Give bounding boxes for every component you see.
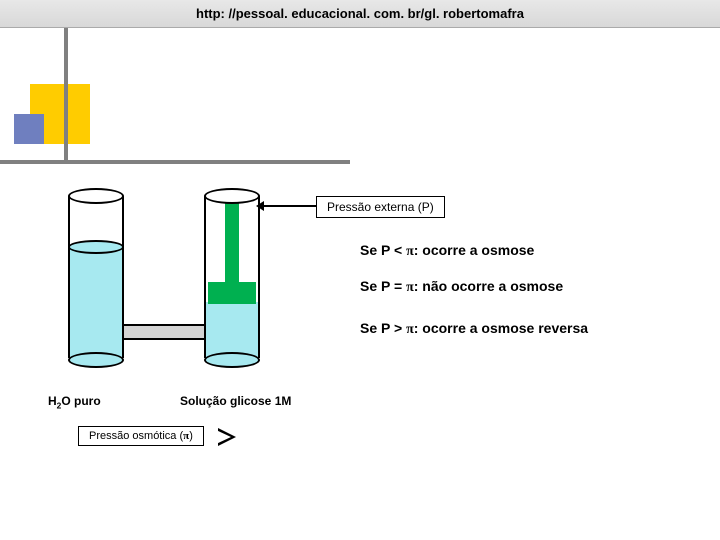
rule2-post: : não ocorre a osmose: [414, 278, 563, 294]
connector-tube: [120, 324, 208, 340]
cylinder-left-bottom: [68, 352, 124, 368]
cylinder-right-water: [204, 302, 260, 358]
pi-1: π: [406, 244, 414, 259]
osmotic-text: Pressão osmótica (: [89, 430, 183, 442]
rule3-pre: Se P >: [360, 320, 406, 336]
cylinder-right-bottom: [204, 352, 260, 368]
rule2-pre: Se P =: [360, 278, 406, 294]
callout-osmotic-pointer-fill: [216, 430, 231, 444]
cylinder-right-top: [204, 188, 260, 204]
label-solution: Solução glicose 1M: [180, 394, 291, 408]
rule1-pre: Se P <: [360, 242, 406, 258]
rule1-post: : ocorre a osmose: [414, 242, 535, 258]
rule-line-2: Se P = π: não ocorre a osmose: [360, 278, 563, 296]
rule3-post: : ocorre a osmose reversa: [414, 320, 588, 336]
deco-vertical-rule: [64, 28, 68, 162]
callout-pressure-external: Pressão externa (P): [316, 196, 445, 218]
rule-line-3: Se P > π: ocorre a osmose reversa: [360, 320, 588, 338]
pi-3: π: [406, 322, 414, 337]
callout-osmotic-pressure: Pressão osmótica (π): [78, 426, 204, 446]
rule-line-1: Se P < π: ocorre a osmose: [360, 242, 534, 260]
cylinder-left-top: [68, 188, 124, 204]
piston-head: [208, 282, 256, 304]
pi-2: π: [406, 280, 414, 295]
arrow-pressure-head: [256, 201, 264, 211]
label-h2o-puro: H2O puro: [48, 394, 101, 410]
piston-stem: [225, 196, 239, 286]
deco-horizontal-rule: [0, 160, 350, 164]
cylinder-left-water-top: [68, 240, 124, 254]
deco-blue-square: [14, 114, 44, 144]
arrow-pressure-line: [262, 205, 316, 207]
cylinder-left-water: [68, 246, 124, 358]
header-url: http: //pessoal. educacional. com. br/gl…: [0, 0, 720, 28]
osmotic-close: ): [189, 430, 193, 442]
